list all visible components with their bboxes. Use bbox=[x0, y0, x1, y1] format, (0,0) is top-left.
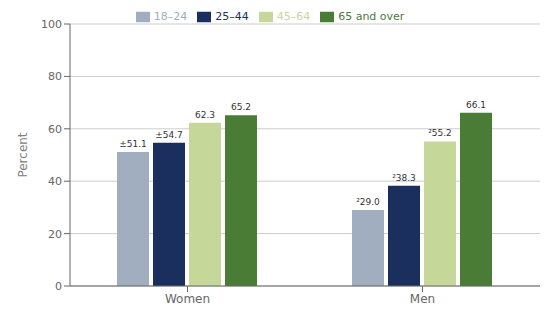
svg-text:80: 80 bbox=[48, 70, 62, 83]
svg-text:66.1: 66.1 bbox=[466, 100, 486, 110]
svg-text:±51.1: ±51.1 bbox=[119, 139, 147, 149]
svg-text:100: 100 bbox=[41, 18, 62, 31]
svg-text:20: 20 bbox=[48, 228, 62, 241]
svg-text:±54.7: ±54.7 bbox=[155, 130, 183, 140]
svg-text:Percent: Percent bbox=[16, 132, 30, 177]
svg-text:40: 40 bbox=[48, 175, 62, 188]
svg-text:²29.0: ²29.0 bbox=[356, 197, 380, 207]
html-text:18–24: 18–24 bbox=[153, 10, 188, 23]
svg-text:²38.3: ²38.3 bbox=[392, 173, 416, 183]
svg-text:Men: Men bbox=[410, 292, 435, 306]
svg-text:Women: Women bbox=[165, 292, 210, 306]
html-text:65 and over: 65 and over bbox=[338, 10, 405, 23]
svg-text:62.3: 62.3 bbox=[195, 110, 215, 120]
html-text:25–44: 25–44 bbox=[215, 10, 249, 23]
svg-text:0: 0 bbox=[55, 280, 62, 293]
svg-text:65.2: 65.2 bbox=[231, 102, 251, 112]
svg-text:²55.2: ²55.2 bbox=[428, 128, 452, 138]
html-text:45–64: 45–64 bbox=[276, 10, 311, 23]
svg-text:60: 60 bbox=[48, 123, 62, 136]
